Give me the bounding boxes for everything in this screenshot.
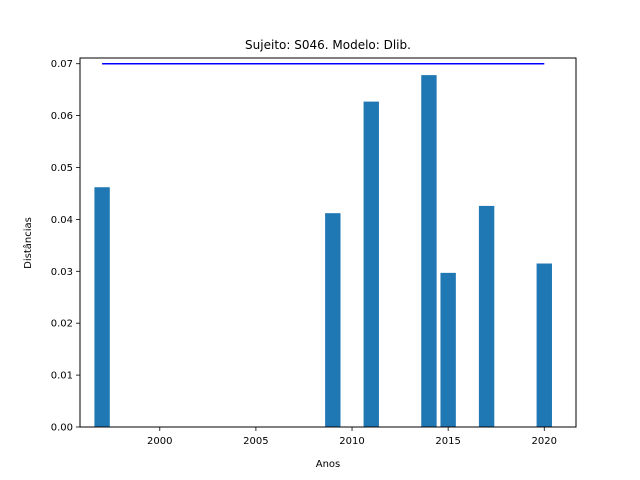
- y-tick-label: 0.07: [51, 59, 73, 70]
- bar-2015: [440, 272, 456, 427]
- plot-frame: [79, 57, 577, 428]
- bar-1997: [94, 187, 110, 427]
- bar-2020: [536, 263, 552, 427]
- y-tick-label: 0.04: [51, 215, 73, 226]
- bar-2017: [478, 205, 495, 427]
- y-tick-label: 0.03: [51, 267, 73, 278]
- bar-2011: [363, 101, 379, 427]
- y-tick-label: 0.06: [51, 111, 73, 122]
- bar-2014: [421, 75, 437, 427]
- y-axis-label: Distâncias: [22, 217, 34, 269]
- y-tick-label: 0.05: [51, 163, 73, 174]
- x-tick-label: 2020: [532, 436, 557, 447]
- chart-title: Sujeito: S046. Modelo: Dlib.: [245, 38, 411, 52]
- bars-group: [94, 75, 552, 427]
- y-tick-label: 0.00: [51, 423, 73, 434]
- x-tick-label: 2005: [243, 436, 268, 447]
- y-tick-label: 0.01: [51, 371, 73, 382]
- x-tick-label: 2010: [339, 436, 364, 447]
- x-tick-label: 2000: [147, 436, 172, 447]
- x-tick-label: 2015: [435, 436, 460, 447]
- x-axis-label: Anos: [316, 459, 341, 470]
- bar-2009: [325, 213, 341, 427]
- x-axis-ticks: 2000 2005 2010 2015 2020: [147, 427, 557, 447]
- y-tick-label: 0.02: [51, 319, 73, 330]
- y-axis-ticks: 0.00 0.01 0.02 0.03 0.04 0.05 0.06 0.07: [51, 59, 80, 434]
